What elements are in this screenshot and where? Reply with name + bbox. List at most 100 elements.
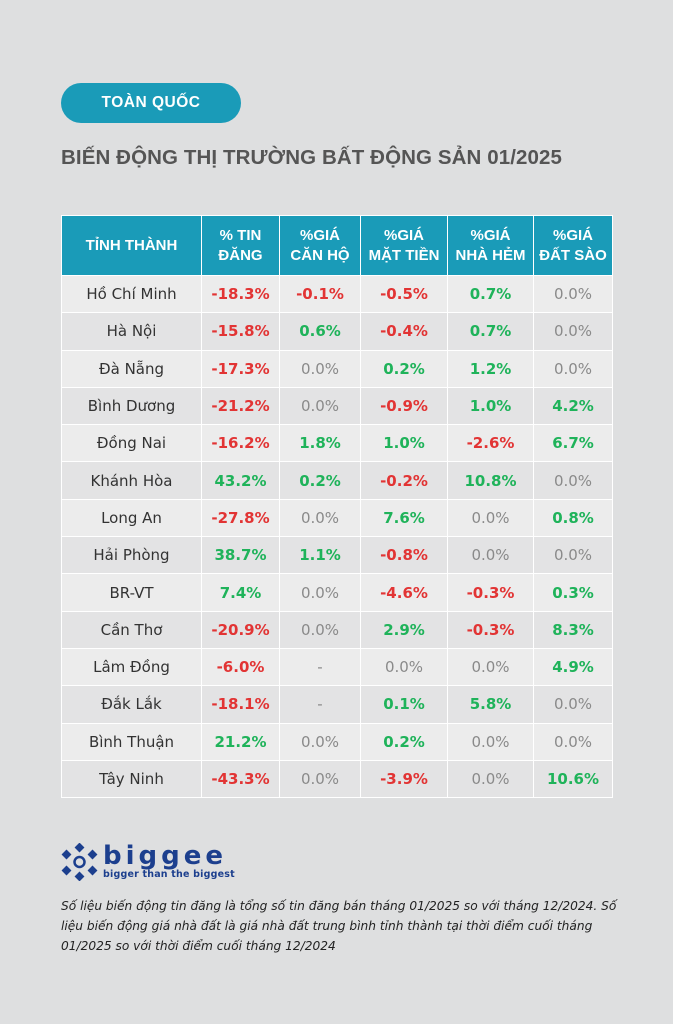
table-cell: -0.3% — [447, 610, 534, 649]
table-cell: -20.9% — [201, 610, 280, 649]
table-cell: 0.0% — [447, 722, 534, 761]
table-cell: -0.1% — [279, 274, 361, 314]
table-cell: 0.1% — [360, 685, 448, 724]
table-cell: 5.8% — [447, 685, 534, 724]
table-cell: 43.2% — [201, 461, 280, 500]
table-header-row: TỈNH THÀNH % TIN ĐĂNG %GIÁ CĂN HỘ %GIÁ MẶT … — [61, 215, 613, 276]
province-name: Khánh Hòa — [61, 461, 202, 500]
table-cell: 0.0% — [533, 722, 613, 761]
table-cell: 0.2% — [360, 349, 448, 388]
table-cell: 0.0% — [447, 759, 534, 799]
page-title: BIẾN ĐỘNG THỊ TRƯỜNG BẤT ĐỘNG SẢN 01/202… — [61, 146, 563, 169]
province-name: BR-VT — [61, 573, 202, 612]
table-row: Khánh Hòa 43.2% 0.2% -0.2% 10.8% 0.0% — [61, 461, 613, 500]
table-cell: 0.0% — [447, 647, 534, 687]
biggee-logo-icon — [61, 842, 98, 882]
table-cell: 1.1% — [279, 536, 361, 575]
table-cell: -15.8% — [201, 312, 280, 351]
table-cell: -2.6% — [447, 424, 534, 463]
table-cell: 4.9% — [533, 647, 613, 687]
table-cell: 10.8% — [447, 461, 534, 500]
table-row: Tây Ninh -43.3% 0.0% -3.9% 0.0% 10.6% — [61, 759, 613, 799]
table-cell: 0.0% — [533, 349, 613, 388]
table-cell: 0.0% — [533, 274, 613, 314]
province-name: Hà Nội — [61, 312, 202, 351]
province-name: Hồ Chí Minh — [61, 274, 202, 314]
table-cell: 0.0% — [279, 722, 361, 761]
table-cell: 0.3% — [533, 573, 613, 612]
table-cell: 1.0% — [447, 386, 534, 426]
table-cell: -0.9% — [360, 386, 448, 426]
table-cell: 0.0% — [279, 610, 361, 649]
table-row: Đà Nẵng -17.3% 0.0% 0.2% 1.2% 0.0% — [61, 349, 613, 388]
table-cell: -16.2% — [201, 424, 280, 463]
province-name: Bình Thuận — [61, 722, 202, 761]
table-cell: 0.2% — [279, 461, 361, 500]
table-cell: -0.3% — [447, 573, 534, 612]
logo-wordmark: biggee — [103, 841, 228, 871]
table-cell: 0.0% — [279, 498, 361, 538]
table-cell: 6.7% — [533, 424, 613, 463]
table-cell: 0.6% — [279, 312, 361, 351]
table-cell: -0.2% — [360, 461, 448, 500]
table-cell: 0.0% — [533, 685, 613, 724]
table-cell: -0.4% — [360, 312, 448, 351]
table-cell: - — [279, 647, 361, 687]
table-cell: 1.2% — [447, 349, 534, 388]
table-cell: 4.2% — [533, 386, 613, 426]
table-cell: 10.6% — [533, 759, 613, 799]
province-name: Cần Thơ — [61, 610, 202, 649]
table-cell: 8.3% — [533, 610, 613, 649]
table-row: Bình Thuận 21.2% 0.0% 0.2% 0.0% 0.0% — [61, 722, 613, 761]
province-name: Đồng Nai — [61, 424, 202, 463]
table-cell: 0.0% — [447, 536, 534, 575]
table-cell: -0.5% — [360, 274, 448, 314]
province-name: Long An — [61, 498, 202, 538]
table-cell: 2.9% — [360, 610, 448, 649]
table-cell: 7.4% — [201, 573, 280, 612]
table-cell: 0.0% — [533, 536, 613, 575]
province-name: Bình Dương — [61, 386, 202, 426]
table-cell: -0.8% — [360, 536, 448, 575]
table-cell: 0.0% — [533, 312, 613, 351]
table-cell: 38.7% — [201, 536, 280, 575]
table-cell: 0.0% — [279, 759, 361, 799]
table-cell: 7.6% — [360, 498, 448, 538]
table-row: Hà Nội -15.8% 0.6% -0.4% 0.7% 0.0% — [61, 312, 613, 351]
province-name: Lâm Đồng — [61, 647, 202, 687]
footnote: Số liệu biến động tin đăng là tổng số ti… — [61, 899, 617, 953]
table-cell: 0.0% — [279, 386, 361, 426]
table-cell: - — [279, 685, 361, 724]
province-name: Tây Ninh — [61, 759, 202, 799]
market-table: TỈNH THÀNH % TIN ĐĂNG %GIÁ CĂN HỘ %GIÁ MẶT … — [61, 215, 613, 799]
table-cell: 1.8% — [279, 424, 361, 463]
table-cell: 0.0% — [447, 498, 534, 538]
province-name: Đắk Lắk — [61, 685, 202, 724]
header-frontage-price: %GIÁ MẶT TIỀN — [360, 215, 448, 276]
table-cell: -21.2% — [201, 386, 280, 426]
table-cell: 0.0% — [360, 647, 448, 687]
table-cell: 21.2% — [201, 722, 280, 761]
table-cell: 0.7% — [447, 312, 534, 351]
table-row: Bình Dương -21.2% 0.0% -0.9% 1.0% 4.2% — [61, 386, 613, 426]
table-cell: -6.0% — [201, 647, 280, 687]
header-listings: % TIN ĐĂNG — [201, 215, 280, 276]
table-row: Cần Thơ -20.9% 0.0% 2.9% -0.3% 8.3% — [61, 610, 613, 649]
header-apartment-price: %GIÁ CĂN HỘ — [279, 215, 361, 276]
province-name: Hải Phòng — [61, 536, 202, 575]
header-land-price: %GIÁ ĐẤT SÀO — [533, 215, 613, 276]
biggee-logo: biggee bigger than the biggest — [60, 841, 280, 883]
table-cell: -18.3% — [201, 274, 280, 314]
table-cell: -17.3% — [201, 349, 280, 388]
header-alley-price: %GIÁ NHÀ HẺM — [447, 215, 534, 276]
table-row: Lâm Đồng -6.0% -0.0% 0.0% 4.9% — [61, 647, 613, 687]
table-row: Hồ Chí Minh -18.3% -0.1% -0.5% 0.7% 0.0% — [61, 274, 613, 314]
table-cell: 0.0% — [279, 573, 361, 612]
table-cell: 0.2% — [360, 722, 448, 761]
table-cell: 1.0% — [360, 424, 448, 463]
table-cell: 0.0% — [279, 349, 361, 388]
header-province: TỈNH THÀNH — [61, 215, 202, 276]
logo-tagline: bigger than the biggest — [103, 869, 235, 880]
table-cell: -4.6% — [360, 573, 448, 612]
table-cell: 0.0% — [533, 461, 613, 500]
